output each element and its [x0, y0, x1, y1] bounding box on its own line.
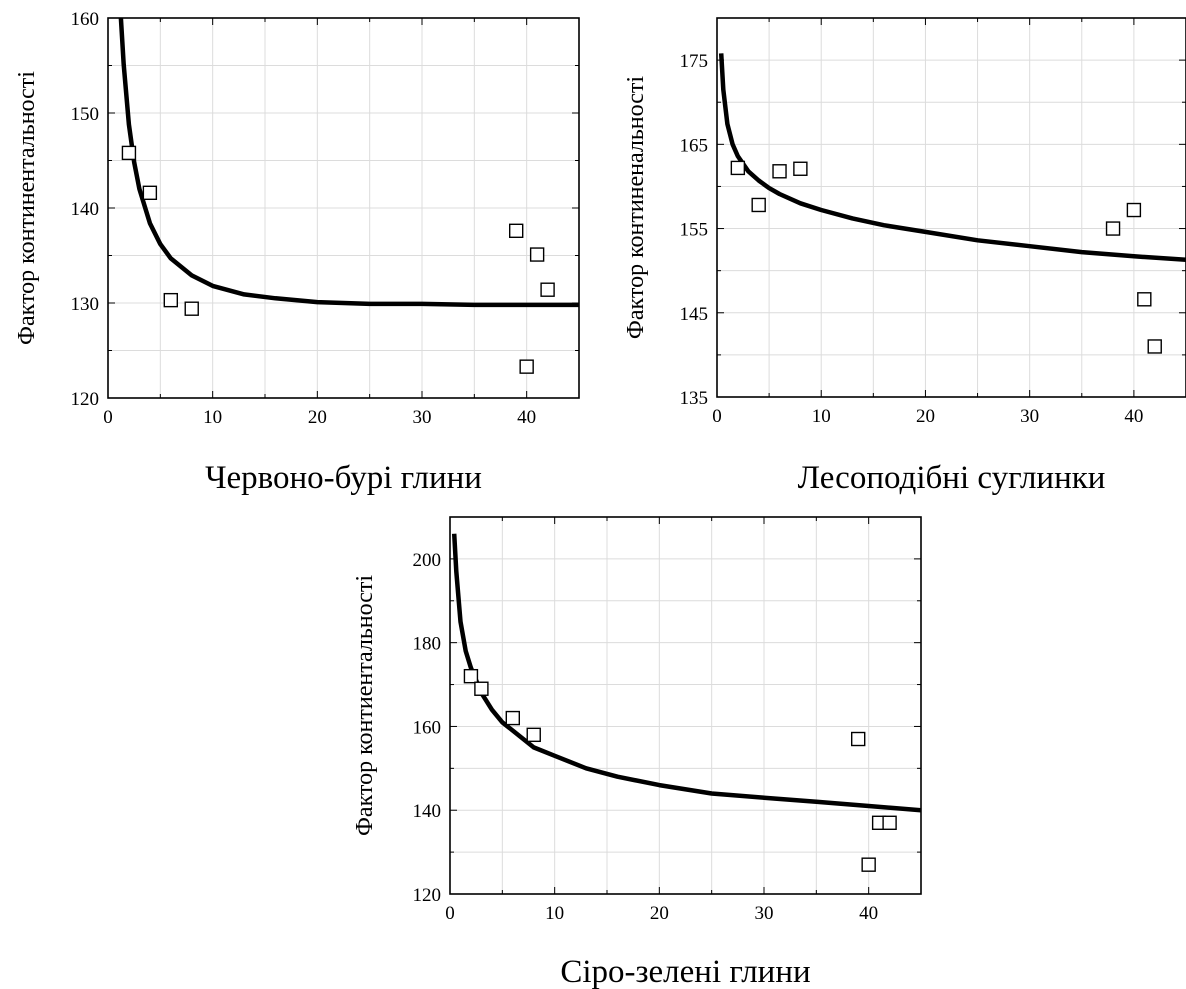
y-axis-title: Фактор континентальності	[14, 71, 40, 345]
x-tick-label: 0	[712, 406, 722, 427]
x-tick-label: 0	[103, 407, 113, 428]
data-point	[519, 359, 534, 374]
x-tick-label: 30	[755, 903, 774, 924]
data-point	[1137, 292, 1152, 307]
data-point	[509, 223, 524, 239]
y-tick-label: 155	[680, 220, 709, 241]
x-tick-label: 30	[413, 407, 432, 428]
x-tick-label: 10	[812, 406, 831, 427]
data-point	[526, 727, 541, 743]
data-point	[540, 282, 555, 297]
y-tick-label: 135	[680, 388, 709, 409]
data-point	[463, 668, 479, 684]
x-tick-label: 20	[308, 407, 327, 428]
data-point	[861, 857, 876, 872]
x-tick-label: 10	[545, 903, 564, 924]
y-tick-label: 150	[71, 104, 100, 125]
y-tick-label: 140	[71, 199, 100, 220]
data-point	[793, 161, 808, 176]
data-point	[730, 160, 746, 176]
data-point	[751, 197, 766, 213]
y-tick-label: 160	[413, 717, 442, 738]
data-point	[184, 301, 199, 316]
y-tick-label: 180	[413, 634, 442, 655]
plot-frame	[449, 516, 922, 895]
y-tick-label: 200	[413, 550, 442, 571]
x-tick-label: 40	[517, 407, 536, 428]
data-point	[163, 292, 179, 308]
x-tick-label: 0	[445, 903, 455, 924]
x-axis-title: Червоно-бурі глини	[205, 460, 482, 496]
x-tick-label: 20	[916, 406, 935, 427]
data-point	[882, 815, 897, 830]
y-tick-label: 160	[71, 9, 100, 30]
fit-curve	[451, 533, 921, 813]
chart-panel-1: 0 10 20 30 40 120 130 140 150 160 Червоно-бурі гли…	[14, 9, 580, 496]
y-axis-title: Фактор континенальності	[623, 76, 649, 339]
y-tick-label: 165	[680, 135, 709, 156]
y-tick-label: 120	[413, 885, 442, 906]
x-tick-label: 20	[650, 903, 669, 924]
data-point	[772, 164, 787, 179]
x-tick-label: 40	[859, 903, 878, 924]
x-axis-title: Лесоподібні суглинки	[798, 460, 1106, 496]
data-point	[1126, 202, 1142, 218]
y-tick-label: 130	[71, 294, 100, 315]
data-point	[474, 681, 489, 696]
y-tick-label: 145	[680, 304, 709, 325]
data-point	[142, 185, 158, 201]
data-point	[1105, 221, 1121, 236]
x-axis-title: Сіро-зелені глини	[560, 954, 810, 989]
y-tick-label: 120	[71, 389, 100, 410]
x-tick-label: 30	[1020, 406, 1039, 427]
fit-curve	[718, 53, 1186, 262]
y-tick-label: 175	[680, 51, 709, 72]
y-tick-label: 140	[413, 801, 442, 822]
data-point	[529, 247, 545, 262]
data-point	[505, 710, 520, 726]
fit-curve	[118, 18, 579, 308]
chart-panel-3: 0 10 20 30 40 120 140 160 180 200 Сіро-зелені глин…	[352, 516, 922, 989]
data-point	[121, 145, 137, 161]
x-tick-label: 10	[203, 407, 222, 428]
x-tick-label: 40	[1124, 406, 1143, 427]
plot-frame	[716, 17, 1186, 398]
data-point	[851, 731, 866, 747]
chart-panel-2: 0 10 20 30 40 135 145 155 165 175 Лесоподібні сугл…	[623, 17, 1186, 496]
y-axis-title: Фактор контиентальності	[352, 575, 378, 836]
data-point	[1147, 339, 1162, 354]
